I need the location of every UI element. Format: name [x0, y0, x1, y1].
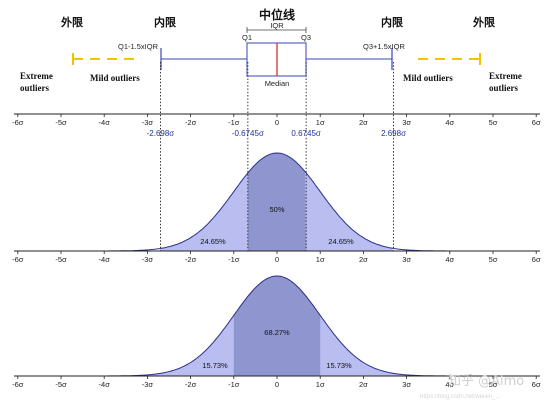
- axis-tick-label: -4σ: [99, 255, 111, 264]
- axis-tick-label: 3σ: [402, 380, 411, 389]
- q3-fence-label: Q3+1.5xIQR: [363, 42, 405, 51]
- axis-tick-label: 6σ: [532, 118, 541, 127]
- axis-tick-label: 1σ: [316, 255, 325, 264]
- axis-tick-label: -6σ: [12, 255, 24, 264]
- axis-tick-label: 2σ: [359, 255, 368, 264]
- axis-tick-label: 4σ: [445, 118, 454, 127]
- axis-tick-label: 4σ: [445, 380, 454, 389]
- axis-tick-label: -3σ: [142, 118, 154, 127]
- axis-tick-label: 0: [275, 380, 279, 389]
- axis-tick-label: -5σ: [55, 380, 67, 389]
- extreme-outliers-label-left-1: Extreme: [20, 71, 53, 81]
- key-point-label: 2.698σ: [381, 129, 406, 138]
- key-point-label: -0.6745σ: [232, 129, 264, 138]
- iqr-bracket: [246, 27, 307, 33]
- sigma-axis-bottom: -6σ -5σ -4σ -3σ -2σ -1σ 0 1σ 2σ 3σ 4σ 5σ 6σ: [12, 375, 541, 389]
- axis-tick-label: -3σ: [142, 255, 154, 264]
- mild-outliers-label-right: Mild outliers: [403, 73, 453, 83]
- axis-tick-label: 6σ: [532, 255, 541, 264]
- curve2-right-percent: 15.73%: [326, 361, 352, 370]
- axis-tick-label: -2σ: [185, 255, 197, 264]
- q1-fence-label: Q1-1.5xIQR: [118, 42, 159, 51]
- curve-dark-region: [233, 276, 321, 376]
- axis-tick-label: 0: [275, 255, 279, 264]
- watermark-url: https://blog.csdn.net/weixin_...: [420, 394, 501, 400]
- axis-tick-label: 3σ: [402, 255, 411, 264]
- curve1-right-tail-percent: 24.65%: [328, 237, 354, 246]
- outer-dash-left: [72, 53, 135, 65]
- axis-tick-label: -6σ: [12, 380, 24, 389]
- outer-limit-label-left: 外限: [60, 15, 83, 29]
- mild-outliers-label-left: Mild outliers: [90, 73, 140, 83]
- normal-curve-sigma: [104, 275, 450, 377]
- sigma-axis-top: -6σ -5σ -4σ -3σ -2σ -1σ 0 1σ 2σ 3σ 4σ 5σ 6σ: [12, 113, 541, 127]
- median-label: Median: [265, 79, 290, 88]
- axis-tick-label: -4σ: [99, 118, 111, 127]
- axis-tick-label: -5σ: [55, 255, 67, 264]
- normal-curve-iqr: [104, 152, 450, 252]
- curve2-left-percent: 15.73%: [202, 361, 228, 370]
- axis-tick-label: 5σ: [489, 255, 498, 264]
- curve1-center-percent: 50%: [269, 205, 284, 214]
- axis-tick-label: -5σ: [55, 118, 67, 127]
- curve-outline: [104, 152, 450, 252]
- axis-tick-label: -4σ: [99, 380, 111, 389]
- axis-tick-label: -1σ: [228, 380, 240, 389]
- axis-tick-label: 2σ: [359, 118, 368, 127]
- center-line-label: 中位线: [259, 7, 295, 22]
- axis-tick-label: 1σ: [316, 118, 325, 127]
- inner-limit-label-right: 内限: [381, 15, 403, 29]
- axis-tick-label: -3σ: [142, 380, 154, 389]
- axis-tick-label: 1σ: [316, 380, 325, 389]
- q3-label: Q3: [301, 33, 311, 42]
- axis-tick-label: -1σ: [228, 118, 240, 127]
- axis-tick-label: 2σ: [359, 380, 368, 389]
- axis-tick-label: 6σ: [532, 380, 541, 389]
- axis-tick-label: 5σ: [489, 118, 498, 127]
- axis-tick-label: -1σ: [228, 255, 240, 264]
- extreme-outliers-label-right-1: Extreme: [489, 71, 522, 81]
- key-point-label: -2.698σ: [147, 129, 175, 138]
- axis-tick-label: -2σ: [185, 380, 197, 389]
- axis-tick-label: 0: [275, 118, 279, 127]
- watermark: 知乎 @Aimo: [448, 373, 524, 389]
- q1-label: Q1: [242, 33, 252, 42]
- axis-tick-label: -2σ: [185, 118, 197, 127]
- extreme-outliers-label-right-2: outliers: [489, 83, 518, 93]
- inner-limit-label-left: 内限: [154, 15, 176, 29]
- outer-dash-right: [418, 53, 481, 65]
- key-point-label: 0.6745σ: [291, 129, 320, 138]
- curve2-center-percent: 68.27%: [264, 328, 290, 337]
- key-point-labels: -2.698σ -0.6745σ 0.6745σ 2.698σ: [147, 129, 406, 138]
- extreme-outliers-label-left-2: outliers: [20, 83, 49, 93]
- axis-tick-label: 4σ: [445, 255, 454, 264]
- axis-tick-label: 5σ: [489, 380, 498, 389]
- axis-tick-label: 3σ: [402, 118, 411, 127]
- sigma-axis-middle: -6σ -5σ -4σ -3σ -2σ -1σ 0 1σ 2σ 3σ 4σ 5σ 6σ: [12, 250, 541, 264]
- outer-limit-label-right: 外限: [472, 15, 495, 29]
- axis-tick-label: -6σ: [12, 118, 24, 127]
- iqr-label: IQR: [270, 21, 284, 30]
- curve1-left-tail-percent: 24.65%: [200, 237, 226, 246]
- curve-dark-region: [247, 153, 307, 251]
- curve-outline: [104, 275, 450, 377]
